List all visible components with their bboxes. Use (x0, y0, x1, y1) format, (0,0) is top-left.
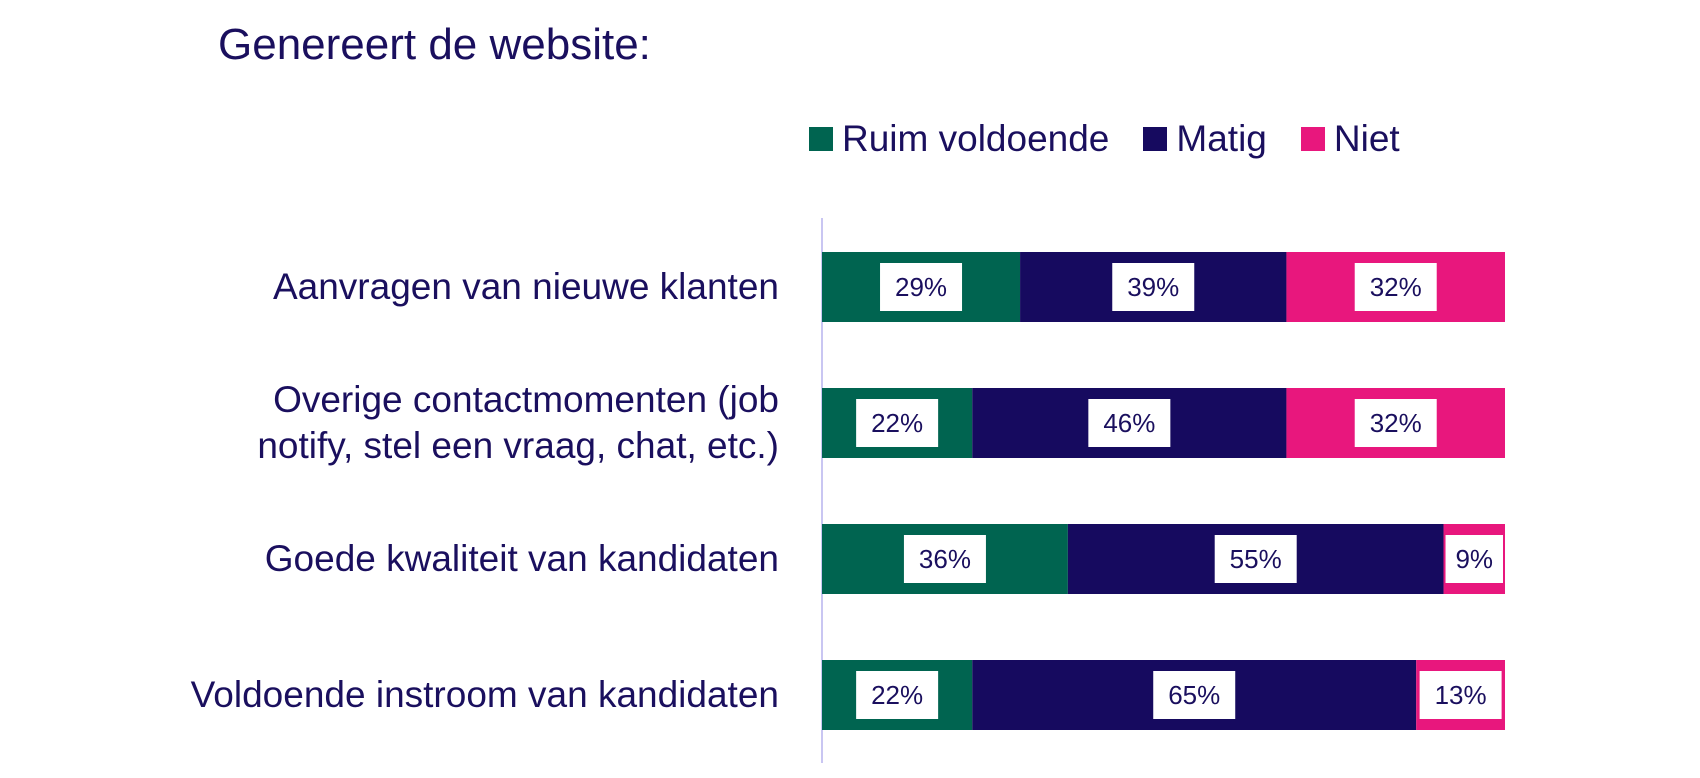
data-label: 39% (1127, 272, 1179, 302)
legend-label: Matig (1176, 118, 1267, 159)
data-label-box (1354, 263, 1437, 311)
data-label-box (1214, 535, 1297, 583)
category-label: Goede kwaliteit van kandidaten (265, 536, 779, 582)
data-label: 55% (1230, 544, 1282, 574)
data-label-box (903, 535, 986, 583)
legend-label: Ruim voldoende (842, 118, 1110, 159)
legend-item-ruim-voldoende: Ruim voldoende (809, 118, 1109, 160)
data-label: 22% (871, 680, 923, 710)
data-label-box (1153, 671, 1236, 719)
category-label: Aanvragen van nieuwe klanten (273, 264, 779, 310)
data-label: 36% (919, 544, 971, 574)
data-label: 65% (1168, 680, 1220, 710)
data-label: 32% (1370, 272, 1422, 302)
data-label: 22% (871, 408, 923, 438)
legend-label: Niet (1333, 118, 1400, 159)
data-label-box (856, 671, 939, 719)
category-label-line: Aanvragen van nieuwe klanten (272, 266, 779, 307)
data-label: 46% (1103, 408, 1155, 438)
data-label: 13% (1435, 680, 1487, 710)
category-label: Overige contactmomenten (job notify, stel… (257, 377, 779, 469)
legend-swatch (1143, 127, 1168, 151)
data-label-box (1354, 399, 1437, 447)
data-label-box (856, 399, 939, 447)
category-label-line: notify, stel een vraag, chat, etc.) (257, 425, 779, 466)
data-label-box (1088, 399, 1171, 447)
data-label-box (1112, 263, 1195, 311)
category-label-line: Goede kwaliteit van kandidaten (264, 538, 779, 579)
legend-swatch (809, 127, 833, 151)
legend-swatch (1300, 127, 1325, 151)
legend-item-niet: Niet (1300, 118, 1400, 160)
data-label: 32% (1370, 408, 1422, 438)
legend: Ruim voldoende Matig Niet (809, 118, 1434, 160)
data-label-box (880, 263, 963, 311)
data-label: 29% (895, 272, 947, 302)
category-label-line: Overige contactmomenten (job (273, 379, 779, 420)
data-label-box (1445, 535, 1503, 583)
data-label-box (1419, 671, 1502, 719)
category-label-line: Voldoende instroom van kandidaten (190, 674, 779, 715)
category-label: Voldoende instroom van kandidaten (191, 672, 779, 718)
legend-item-matig: Matig (1143, 118, 1267, 160)
data-label: 9% (1455, 544, 1493, 574)
chart-title: Genereert de website: (218, 20, 651, 69)
